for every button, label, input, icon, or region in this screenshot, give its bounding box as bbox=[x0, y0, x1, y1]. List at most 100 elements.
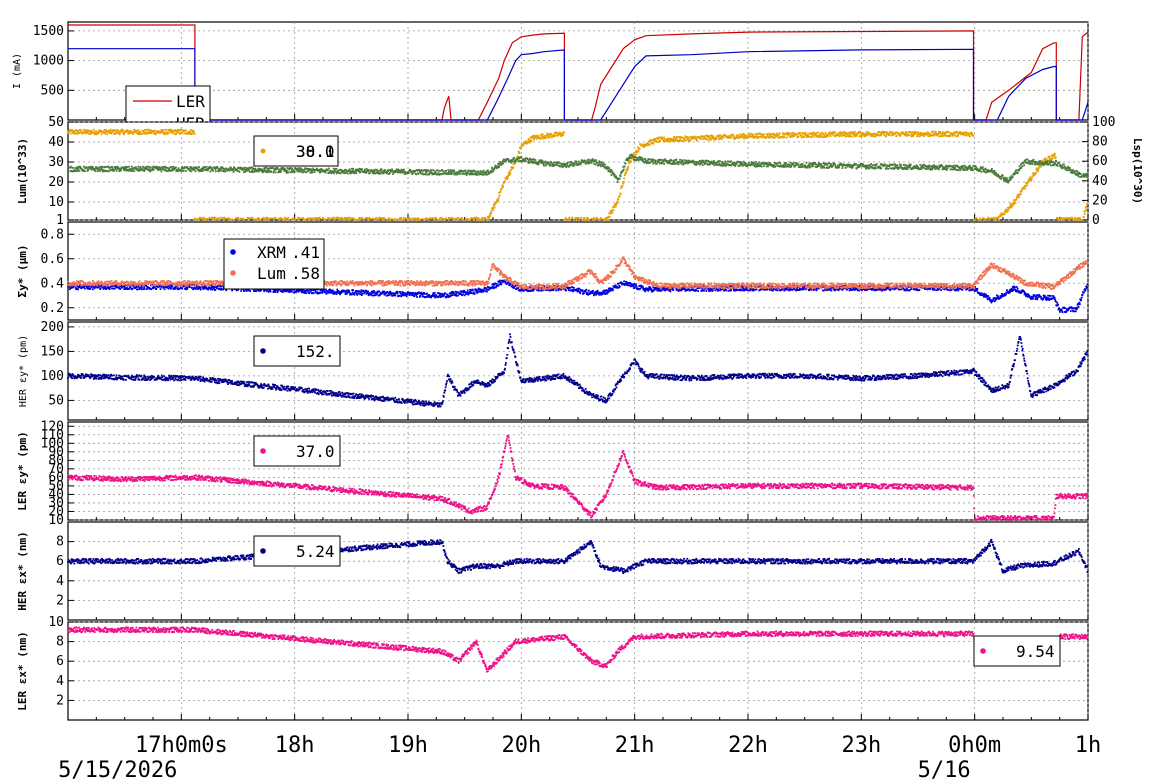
data-point bbox=[466, 173, 468, 176]
data-point bbox=[361, 168, 364, 171]
data-point bbox=[106, 133, 108, 136]
data-point bbox=[220, 169, 223, 172]
data-point bbox=[756, 133, 758, 135]
data-point bbox=[1006, 177, 1008, 180]
data-point bbox=[1018, 196, 1020, 199]
data-point bbox=[292, 218, 294, 221]
data-point bbox=[573, 164, 576, 167]
data-point bbox=[379, 172, 382, 175]
data-point bbox=[232, 171, 235, 173]
data-point bbox=[367, 290, 369, 293]
data-point bbox=[805, 161, 808, 164]
data-point bbox=[906, 168, 909, 171]
data-point bbox=[355, 172, 358, 175]
data-point bbox=[811, 165, 814, 168]
data-point bbox=[979, 219, 982, 221]
y2-tick-label: 40 bbox=[1092, 174, 1108, 189]
data-point bbox=[92, 166, 94, 169]
data-point bbox=[637, 150, 640, 153]
data-point bbox=[137, 129, 140, 131]
data-point bbox=[170, 130, 173, 133]
data-point bbox=[93, 133, 96, 136]
data-point bbox=[1014, 173, 1016, 175]
data-point bbox=[923, 167, 925, 169]
data-point bbox=[656, 140, 658, 143]
data-point bbox=[171, 132, 174, 134]
data-point bbox=[1003, 213, 1006, 216]
data-point bbox=[853, 135, 856, 138]
data-point bbox=[720, 138, 723, 141]
data-point bbox=[177, 131, 180, 133]
data-point bbox=[506, 176, 509, 179]
data-point bbox=[208, 217, 211, 220]
data-point bbox=[147, 132, 150, 135]
data-point bbox=[211, 218, 214, 221]
data-point bbox=[540, 133, 543, 136]
data-point bbox=[302, 218, 305, 221]
data-point bbox=[834, 163, 836, 166]
data-point bbox=[119, 288, 121, 290]
data-point bbox=[534, 135, 537, 138]
data-point bbox=[251, 216, 254, 219]
data-point bbox=[472, 217, 475, 219]
data-point bbox=[564, 218, 566, 221]
data-point bbox=[185, 129, 187, 132]
data-point bbox=[126, 129, 129, 131]
data-point bbox=[214, 170, 217, 173]
data-point bbox=[981, 166, 984, 168]
data-point bbox=[360, 294, 363, 296]
data-point bbox=[908, 134, 911, 136]
data-point bbox=[327, 218, 330, 220]
data-point bbox=[415, 173, 418, 176]
data-point bbox=[1018, 169, 1020, 172]
data-point bbox=[919, 164, 922, 166]
data-point bbox=[630, 157, 632, 160]
data-point bbox=[297, 218, 300, 221]
data-point bbox=[636, 151, 639, 154]
data-point bbox=[1077, 175, 1080, 178]
data-point bbox=[525, 140, 528, 142]
data-point bbox=[403, 168, 405, 171]
data-point bbox=[1031, 163, 1034, 165]
data-point bbox=[722, 136, 724, 139]
data-point bbox=[758, 161, 761, 164]
data-point bbox=[175, 166, 177, 169]
data-point bbox=[1024, 187, 1027, 190]
data-point bbox=[175, 130, 178, 133]
data-point bbox=[541, 160, 544, 163]
data-point bbox=[437, 169, 439, 172]
data-point bbox=[679, 158, 681, 161]
data-point bbox=[131, 131, 134, 134]
data-point bbox=[138, 133, 141, 136]
data-point bbox=[353, 172, 356, 175]
data-point bbox=[715, 137, 718, 140]
data-point bbox=[418, 218, 421, 221]
data-point bbox=[624, 173, 626, 176]
data-point bbox=[461, 217, 463, 219]
data-point bbox=[866, 164, 869, 167]
data-point bbox=[440, 218, 442, 221]
data-point bbox=[680, 162, 683, 165]
data-point bbox=[885, 135, 888, 137]
data-point bbox=[143, 286, 146, 289]
data-point bbox=[1079, 173, 1082, 175]
data-point bbox=[626, 169, 628, 172]
data-point bbox=[112, 130, 115, 132]
data-point bbox=[83, 165, 85, 168]
data-point bbox=[399, 218, 402, 221]
data-point bbox=[146, 128, 149, 131]
data-point bbox=[672, 137, 675, 140]
data-point bbox=[550, 136, 553, 139]
data-point bbox=[248, 170, 251, 173]
data-point bbox=[103, 128, 106, 131]
data-point bbox=[367, 217, 370, 220]
data-point bbox=[1025, 184, 1028, 187]
data-point bbox=[117, 129, 120, 132]
data-point bbox=[277, 290, 279, 292]
data-point bbox=[180, 129, 183, 132]
data-point bbox=[80, 129, 83, 132]
y2-tick-label: 60 bbox=[1092, 154, 1108, 169]
data-point bbox=[477, 170, 480, 173]
data-point bbox=[674, 162, 676, 164]
data-point bbox=[838, 166, 840, 169]
